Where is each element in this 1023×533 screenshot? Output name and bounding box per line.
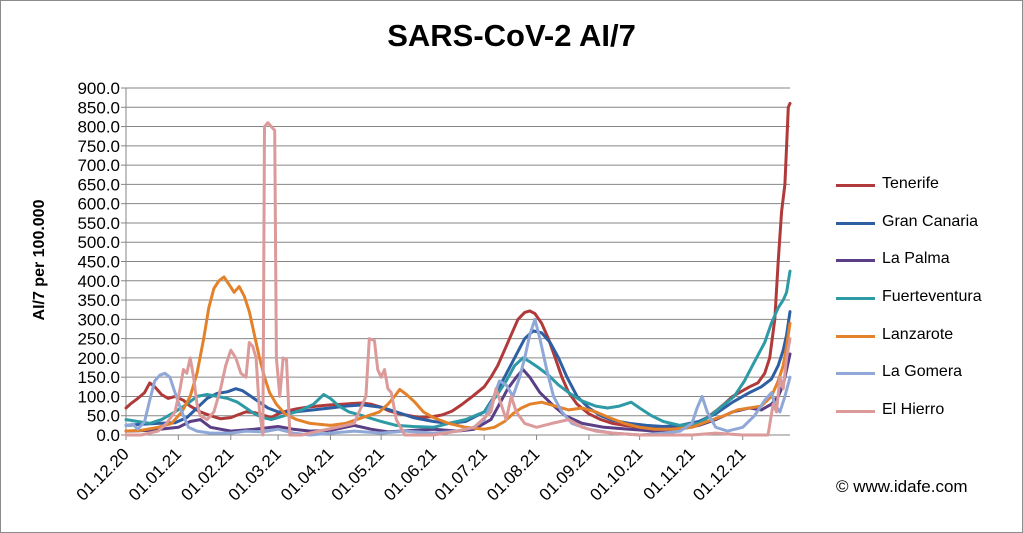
series-line-tenerife bbox=[124, 101, 792, 430]
x-tick-label: 01.01.21 bbox=[125, 444, 185, 504]
y-tick-label: 750.0 bbox=[77, 137, 120, 156]
legend-label: Fuerteventura bbox=[882, 288, 982, 306]
y-tick-label: 150.0 bbox=[77, 368, 120, 387]
y-tick-label: 100.0 bbox=[77, 387, 120, 406]
y-tick-label: 700.0 bbox=[77, 156, 120, 175]
y-tick-label: 300.0 bbox=[77, 310, 120, 329]
x-tick-label: 01.06.21 bbox=[380, 444, 440, 504]
y-tick-label: 650.0 bbox=[77, 175, 120, 194]
legend-swatch bbox=[836, 221, 875, 225]
legend-item: Fuerteventura bbox=[836, 285, 1016, 323]
y-tick-label: 800.0 bbox=[77, 118, 120, 137]
legend-item: El Hierro bbox=[836, 398, 1016, 436]
series-line-la-gomera bbox=[124, 317, 792, 437]
x-tick-label: 01.04.21 bbox=[277, 444, 337, 504]
y-tick-label: 50.0 bbox=[87, 407, 120, 426]
legend-swatch bbox=[836, 410, 875, 414]
legend-label: El Hierro bbox=[882, 401, 945, 419]
y-tick-label: 250.0 bbox=[77, 330, 120, 349]
y-tick-label: 550.0 bbox=[77, 214, 120, 233]
legend-label: Tenerife bbox=[882, 175, 939, 192]
y-tick-label: 850.0 bbox=[77, 98, 120, 117]
series-line-fuerteventura bbox=[124, 269, 792, 429]
legend: Tenerife Gran Canaria La Palma Fuerteven… bbox=[836, 172, 1016, 436]
x-tick-label: 01.10.21 bbox=[586, 444, 646, 504]
x-tick-label: 01.05.21 bbox=[328, 444, 388, 504]
legend-swatch bbox=[836, 184, 875, 187]
y-tick-label: 600.0 bbox=[77, 195, 120, 214]
legend-swatch bbox=[836, 334, 875, 338]
legend-label: Gran Canaria bbox=[882, 212, 979, 230]
legend-swatch bbox=[836, 259, 875, 263]
legend-label: La Palma bbox=[882, 250, 950, 268]
series-line-el-hierro bbox=[124, 121, 792, 437]
x-tick-label: 01.12.20 bbox=[73, 444, 133, 504]
legend-item: La Gomera bbox=[836, 360, 1016, 398]
legend-label: La Gomera bbox=[882, 363, 963, 381]
legend-item: Tenerife bbox=[836, 172, 1016, 210]
x-tick-label: 01.11.21 bbox=[639, 444, 698, 503]
y-tick-label: 500.0 bbox=[77, 233, 120, 252]
y-tick-label: 0.0 bbox=[96, 426, 120, 445]
x-tick-label: 01.09.21 bbox=[536, 444, 596, 504]
legend-item: La Palma bbox=[836, 247, 1016, 285]
y-tick-label: 450.0 bbox=[77, 253, 120, 272]
x-tick-label: 01.08.21 bbox=[483, 444, 543, 504]
x-tick-label: 01.07.21 bbox=[431, 444, 491, 504]
legend-swatch bbox=[836, 297, 875, 301]
legend-item: Gran Canaria bbox=[836, 210, 1016, 248]
chart-title: SARS-CoV-2 AI/7 bbox=[387, 18, 636, 53]
y-tick-label: 350.0 bbox=[77, 291, 120, 310]
x-tick-label: 01.12.21 bbox=[689, 444, 749, 504]
legend-swatch bbox=[836, 372, 875, 376]
x-tick-label: 01.03.21 bbox=[225, 444, 285, 504]
legend-label: Lanzarote bbox=[882, 325, 954, 343]
y-tick-label: 400.0 bbox=[77, 272, 120, 291]
y-tick-label: 200.0 bbox=[77, 349, 120, 368]
legend-item: Lanzarote bbox=[836, 323, 1016, 361]
copyright-credit: © www.idafe.com bbox=[836, 477, 968, 496]
series-line-lanzarote bbox=[124, 275, 792, 433]
y-tick-label: 900.0 bbox=[77, 79, 120, 98]
